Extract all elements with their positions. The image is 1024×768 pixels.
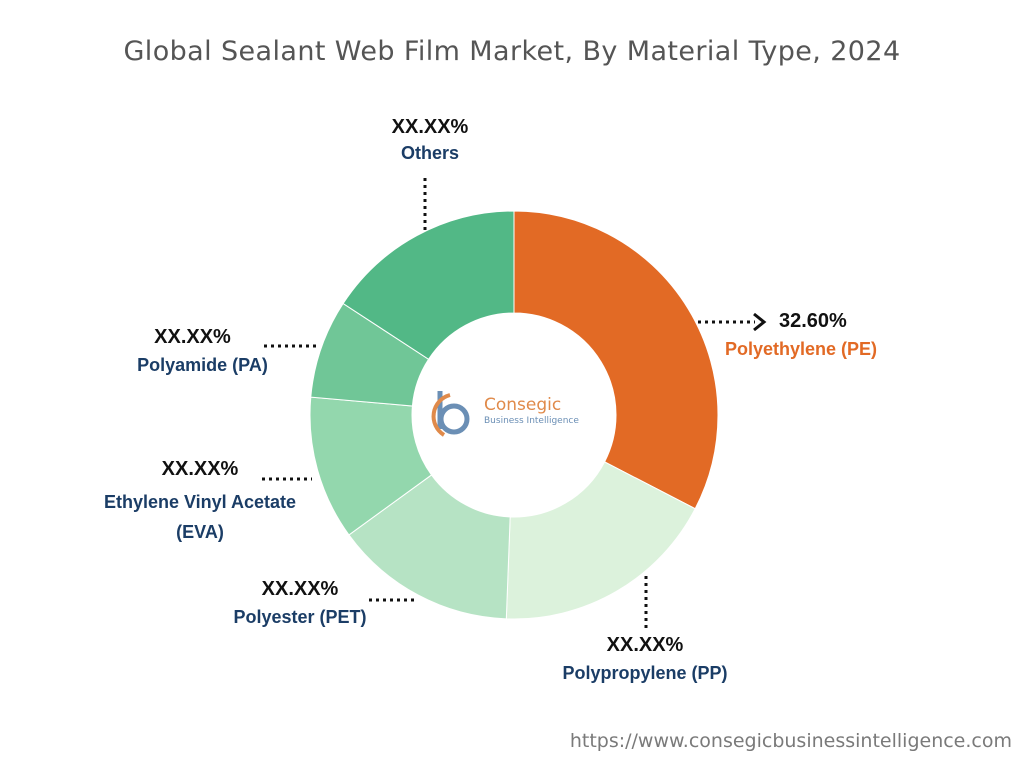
consegic-logo: Consegic Business Intelligence [430, 385, 600, 445]
category-label-pa: Polyamide (PA) [137, 355, 268, 375]
category-label-pet: Polyester (PET) [233, 607, 367, 627]
value-label-pp: XX.XX% [606, 634, 684, 656]
category-label-pp: Polypropylene (PP) [562, 663, 728, 683]
logo-tagline: Business Intelligence [484, 416, 579, 426]
value-label-pet: XX.XX% [261, 578, 339, 600]
donut-slice-polypropylene-pp [505, 461, 696, 620]
donut-slice-polyethylene-pe [513, 210, 719, 510]
consegic-logo-icon [431, 391, 470, 437]
label-eva: XX.XX% Ethylene Vinyl Acetate (EVA) [80, 458, 320, 547]
logo-name: Consegic [484, 395, 562, 415]
label-pa: XX.XX% Polyamide (PA) [110, 326, 295, 376]
leader-arrow-icon [753, 312, 767, 332]
category-label-eva: Ethylene Vinyl Acetate (EVA) [103, 492, 297, 542]
chart-title: Global Sealant Web Film Market, By Mater… [123, 36, 901, 67]
value-label-eva: XX.XX% [161, 458, 239, 480]
category-label-others: Others [400, 143, 460, 163]
label-pe: 32.60% Polyethylene (PE) [725, 310, 915, 360]
label-others: XX.XX% Others [330, 116, 530, 164]
value-label-pa: XX.XX% [154, 326, 231, 348]
label-pet: XX.XX% Polyester (PET) [205, 578, 395, 628]
value-label-others: XX.XX% [391, 116, 469, 138]
donut-slice-others [342, 210, 515, 360]
footer-url: https://www.consegicbusinessintelligence… [569, 730, 1012, 752]
category-label-pe: Polyethylene (PE) [725, 339, 878, 359]
value-label-pe: 32.60% [779, 310, 847, 332]
donut-slice-polyester-pet [348, 474, 511, 620]
label-pp: XX.XX% Polypropylene (PP) [540, 634, 750, 684]
